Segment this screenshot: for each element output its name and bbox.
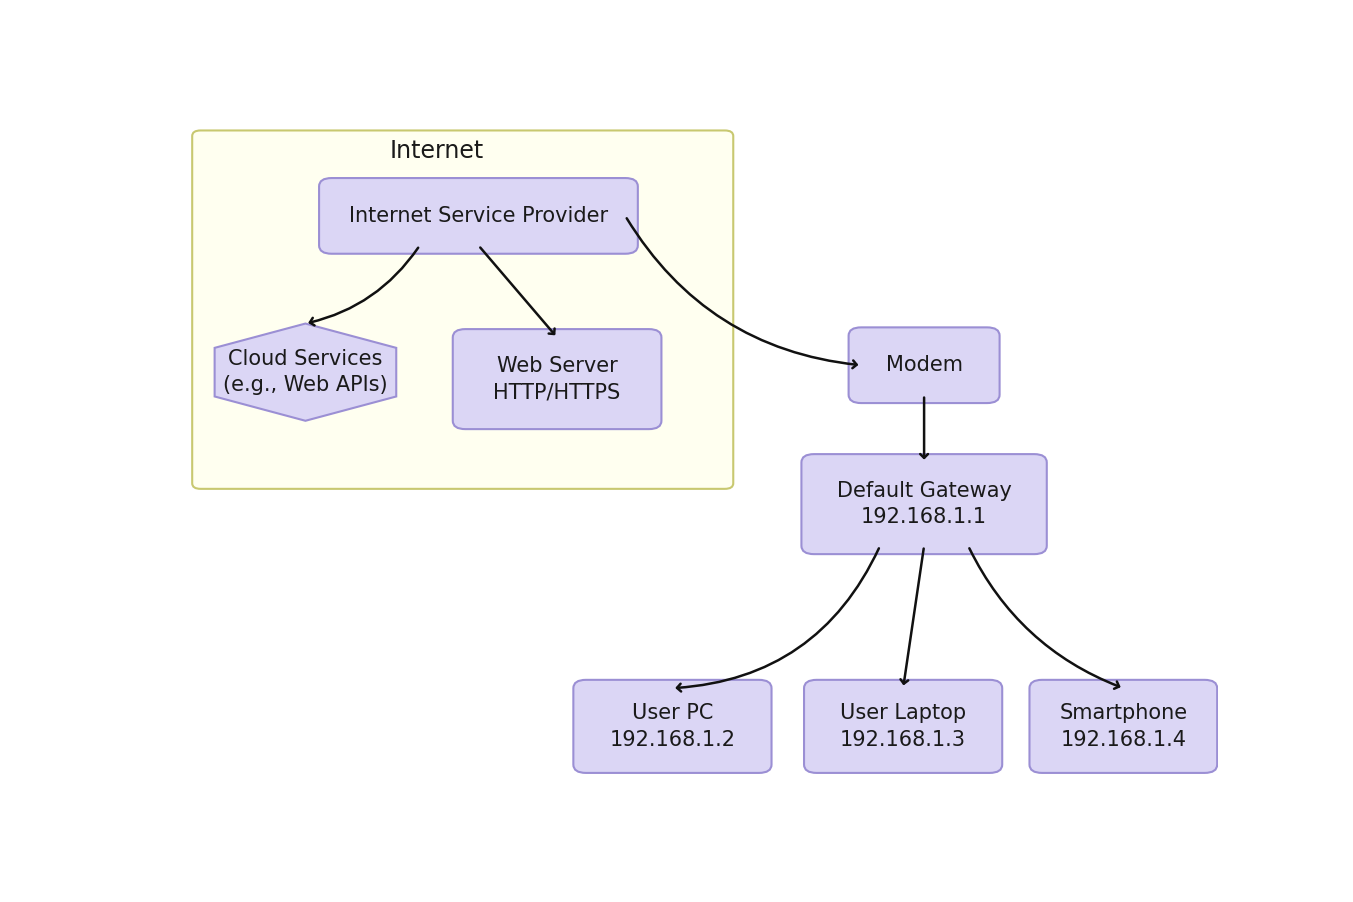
FancyBboxPatch shape xyxy=(453,329,662,429)
Polygon shape xyxy=(215,324,396,420)
FancyBboxPatch shape xyxy=(848,327,1000,403)
FancyBboxPatch shape xyxy=(1030,680,1218,773)
Text: Default Gateway
192.168.1.1: Default Gateway 192.168.1.1 xyxy=(836,481,1012,528)
FancyBboxPatch shape xyxy=(192,131,733,489)
Text: User PC
192.168.1.2: User PC 192.168.1.2 xyxy=(609,704,736,750)
Text: Modem: Modem xyxy=(886,355,962,375)
FancyBboxPatch shape xyxy=(804,680,1003,773)
Text: Cloud Services
(e.g., Web APIs): Cloud Services (e.g., Web APIs) xyxy=(223,349,388,395)
Text: Web Server
HTTP/HTTPS: Web Server HTTP/HTTPS xyxy=(494,356,621,402)
Text: Internet: Internet xyxy=(390,140,483,163)
Text: User Laptop
192.168.1.3: User Laptop 192.168.1.3 xyxy=(840,704,966,750)
Text: Smartphone
192.168.1.4: Smartphone 192.168.1.4 xyxy=(1059,704,1188,750)
Text: Internet Service Provider: Internet Service Provider xyxy=(349,206,607,226)
FancyBboxPatch shape xyxy=(801,454,1047,554)
FancyBboxPatch shape xyxy=(319,178,637,253)
FancyBboxPatch shape xyxy=(574,680,771,773)
